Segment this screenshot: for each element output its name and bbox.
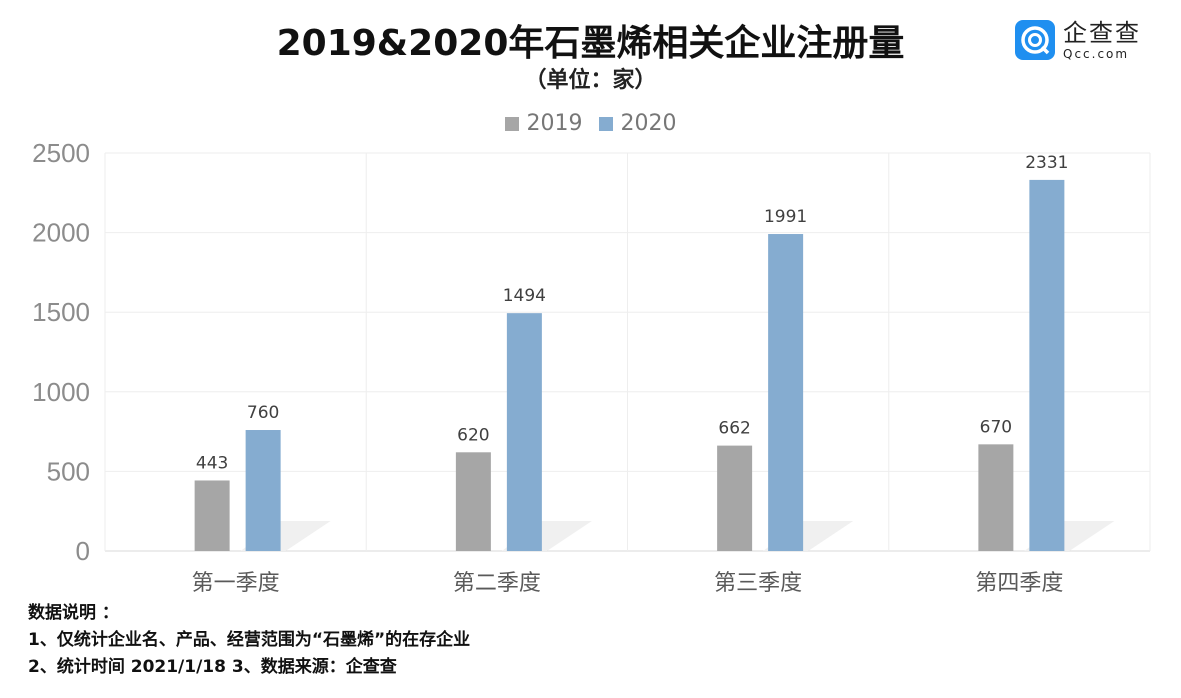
legend: 2019 2020 bbox=[0, 111, 1181, 136]
y-tick-label: 2500 bbox=[32, 138, 90, 168]
bar-2019 bbox=[717, 445, 753, 551]
legend-swatch-2020 bbox=[598, 116, 613, 131]
notes-line-2: 2、统计时间 2021/1/18 3、数据来源：企查查 bbox=[28, 657, 397, 677]
y-tick-label: 0 bbox=[76, 536, 90, 566]
bar-2020 bbox=[245, 430, 281, 551]
bar-2020 bbox=[1029, 179, 1065, 552]
data-label-2019: 443 bbox=[196, 453, 228, 473]
data-label-2020: 2331 bbox=[1025, 153, 1068, 173]
y-tick-label: 500 bbox=[47, 456, 90, 486]
y-tick-label: 1500 bbox=[32, 297, 90, 327]
x-tick-label: 第二季度 bbox=[453, 571, 541, 596]
legend-label-2019: 2019 bbox=[526, 111, 583, 136]
logo-cn-text: 企查查 bbox=[1063, 18, 1141, 47]
y-tick-label: 1000 bbox=[32, 377, 90, 407]
x-tick-label: 第四季度 bbox=[975, 571, 1063, 596]
legend-label-2020: 2020 bbox=[620, 111, 677, 136]
data-label-2020: 1494 bbox=[503, 286, 546, 306]
x-tick-label: 第一季度 bbox=[192, 571, 280, 596]
qcc-logo-icon bbox=[1015, 20, 1055, 60]
bar-2020 bbox=[506, 313, 542, 551]
chart-title: 2019&2020年石墨烯相关企业注册量 bbox=[276, 23, 905, 64]
qcc-logo: 企查查 Qcc.com bbox=[1015, 20, 1141, 60]
data-label-2019: 670 bbox=[980, 417, 1012, 437]
chart-subtitle: （单位：家） bbox=[524, 68, 657, 93]
bar-2019 bbox=[978, 444, 1014, 551]
bar-2020 bbox=[768, 234, 804, 551]
bar-2019 bbox=[194, 480, 230, 551]
x-tick-label: 第三季度 bbox=[714, 571, 802, 596]
legend-item-2019: 2019 bbox=[504, 111, 583, 136]
legend-item-2020: 2020 bbox=[598, 111, 677, 136]
data-label-2019: 620 bbox=[457, 425, 489, 445]
notes-line-1: 1、仅统计企业名、产品、经营范围为“石墨烯”的在存企业 bbox=[28, 630, 471, 650]
data-label-2019: 662 bbox=[718, 419, 750, 439]
notes-heading: 数据说明 ： bbox=[28, 603, 119, 623]
bar-2019 bbox=[455, 452, 491, 551]
y-tick-label: 2000 bbox=[32, 218, 90, 248]
data-label-2020: 1991 bbox=[764, 207, 807, 227]
plot-area: 0 500 1000 1500 2000 2500 第一季度 443 760 第二季度 620 149… bbox=[32, 138, 1151, 596]
notes: 数据说明 ： 1、仅统计企业名、产品、经营范围为“石墨烯”的在存企业 2、统计时… bbox=[28, 600, 470, 681]
data-label-2020: 760 bbox=[247, 403, 279, 423]
logo-en-text: Qcc.com bbox=[1063, 46, 1130, 61]
legend-swatch-2019 bbox=[504, 116, 519, 131]
